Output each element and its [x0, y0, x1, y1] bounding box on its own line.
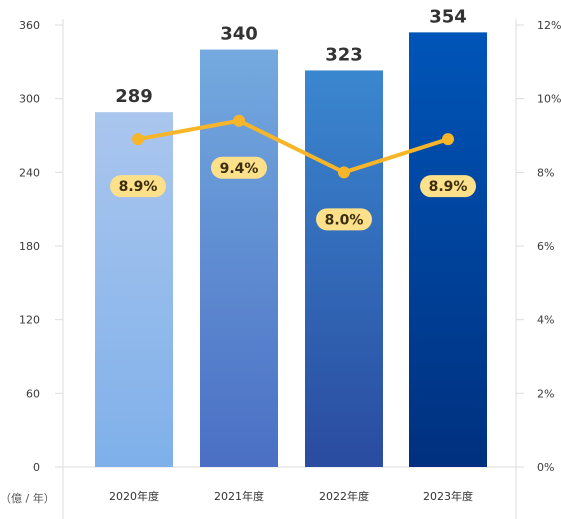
x-category-label: 2020年度: [109, 489, 159, 503]
left-tick-label: 300: [19, 93, 40, 106]
rate-point: [233, 114, 245, 127]
x-category-label: 2021年度: [214, 489, 264, 503]
bar-value-label: 289: [115, 86, 153, 107]
bar-2: [200, 49, 278, 468]
bar-value-label: 340: [220, 24, 258, 45]
rate-point: [132, 133, 144, 146]
rate-line: [132, 114, 454, 179]
bar-value-label: 354: [429, 6, 467, 27]
left-tick-label: 240: [19, 166, 40, 179]
right-tick-label: 10%: [537, 93, 561, 106]
right-tick-label: 4%: [537, 314, 554, 327]
left-axis-unit: （億 / 年）: [0, 491, 55, 505]
left-tick-label: 0: [33, 461, 40, 474]
bar-1: [95, 112, 173, 467]
rate-label: 8.9%: [429, 179, 468, 195]
right-tick-label: 12%: [537, 19, 561, 32]
right-tick-label: 0%: [537, 461, 554, 474]
left-tick-label: 60: [26, 387, 40, 400]
left-tick-label: 180: [19, 240, 40, 253]
left-tick-label: 360: [19, 19, 40, 32]
rate-point: [442, 133, 454, 146]
right-tick-label: 6%: [537, 240, 554, 253]
right-tick-label: 8%: [537, 166, 554, 179]
rate-label-pill: [211, 156, 267, 179]
rate-point: [338, 166, 350, 179]
left-tick-label: 120: [19, 314, 40, 327]
rate-label-pill: [110, 175, 166, 198]
right-tick-label: 2%: [537, 387, 554, 400]
x-category-label: 2022年度: [319, 489, 369, 503]
axes: 0 60 120 180 240 300 360 0% 2% 4% 6% 8% 10% 12% 2020年度…: [19, 19, 561, 519]
rate-label-pill: [316, 208, 372, 231]
rate-label: 9.4%: [220, 161, 259, 177]
bar-3: [305, 70, 383, 467]
rate-label: 8.9%: [119, 179, 158, 195]
value-labels: 289 340 323 354 8.9% 9.4% 8.0% 8.9%: [110, 6, 476, 231]
bar-4: [409, 32, 487, 467]
rate-line-path: [137, 118, 449, 175]
bar-value-label: 323: [325, 44, 363, 65]
x-category-label: 2023年度: [423, 489, 473, 503]
rate-label-pill: [420, 175, 476, 198]
rate-label: 8.0%: [325, 212, 364, 228]
bars: [95, 32, 487, 468]
